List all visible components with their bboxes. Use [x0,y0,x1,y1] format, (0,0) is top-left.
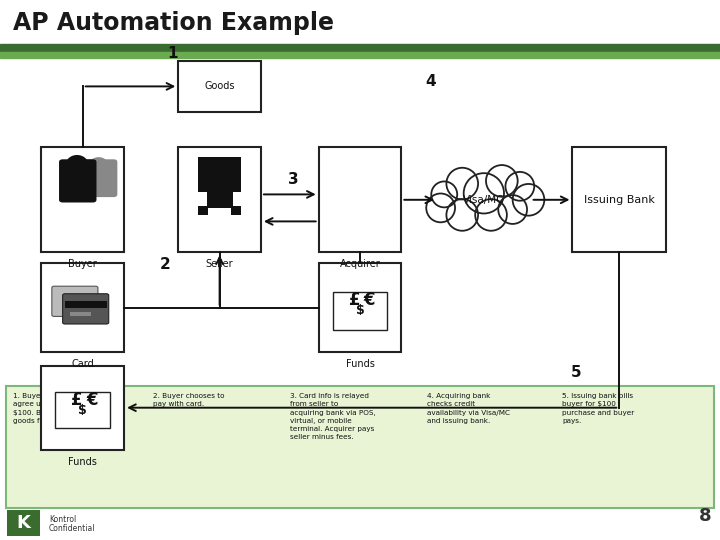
Text: 4. Acquiring bank
checks credit
availability via Visa/MC
and issuing bank.: 4. Acquiring bank checks credit availabi… [427,393,510,424]
Text: Goods: Goods [204,82,235,91]
Bar [207,191,233,208]
Ellipse shape [475,199,507,231]
Ellipse shape [426,193,455,222]
Text: Card: Card [71,360,94,369]
Text: £: £ [71,390,83,409]
Text: 1: 1 [168,46,178,62]
Bar [6,386,714,508]
Bar [319,147,402,252]
Text: 5. Issuing bank bills
buyer for $100
purchase and buyer
pays.: 5. Issuing bank bills buyer for $100 pur… [562,393,634,424]
Text: €: € [86,390,98,409]
Text: Issuing Bank: Issuing Bank [584,195,654,205]
Text: Funds: Funds [346,360,374,369]
Bar [65,301,107,308]
Text: Buyer: Buyer [68,260,97,269]
Bar [42,147,125,252]
Ellipse shape [486,165,518,197]
Text: 3: 3 [289,172,299,187]
Bar [198,206,208,215]
Ellipse shape [66,155,89,177]
Bar [55,392,110,428]
Ellipse shape [505,172,534,201]
Text: Visa/MC: Visa/MC [463,195,505,205]
Text: Seller: Seller [206,260,233,269]
Text: 2: 2 [161,257,171,272]
Bar [42,263,125,353]
Bar [572,147,666,252]
Text: 4: 4 [426,73,436,89]
Bar [198,157,241,192]
Ellipse shape [498,195,527,224]
Text: 8: 8 [698,507,711,525]
Text: $: $ [78,404,87,417]
Bar [42,366,125,449]
Text: Funds: Funds [68,457,97,467]
Text: Confidential: Confidential [49,524,96,533]
Text: K: K [16,514,30,532]
FancyBboxPatch shape [52,286,98,316]
Text: 3. Card info is relayed
from seller to
acquiring bank via POS,
virtual, or mobil: 3. Card info is relayed from seller to a… [290,393,376,440]
Text: AP Automation Example: AP Automation Example [13,11,334,35]
Text: £: £ [348,291,360,309]
Bar [179,60,261,112]
FancyBboxPatch shape [59,159,96,202]
Ellipse shape [446,199,478,231]
Ellipse shape [446,168,478,199]
Text: 1. Buyer and seller
agree upon price of
$100. Buyer receives
goods from seller.: 1. Buyer and seller agree upon price of … [13,393,90,424]
Bar [0,52,720,58]
Ellipse shape [513,184,544,215]
Text: 2. Buyer chooses to
pay with card.: 2. Buyer chooses to pay with card. [153,393,225,407]
Bar [70,312,91,316]
FancyBboxPatch shape [83,159,117,197]
Text: Kontrol: Kontrol [49,515,76,524]
Ellipse shape [431,181,457,207]
Text: Acquirer: Acquirer [340,260,380,269]
FancyBboxPatch shape [63,294,109,324]
Bar [7,510,40,536]
Bar [179,147,261,252]
Bar [319,263,402,353]
Bar [0,44,720,51]
Text: $: $ [356,304,364,317]
Bar [231,206,241,215]
Ellipse shape [464,173,504,213]
Text: 5: 5 [571,365,581,380]
Bar [0,0,720,43]
Bar [333,292,387,330]
Text: €: € [364,291,375,309]
Ellipse shape [88,157,109,178]
